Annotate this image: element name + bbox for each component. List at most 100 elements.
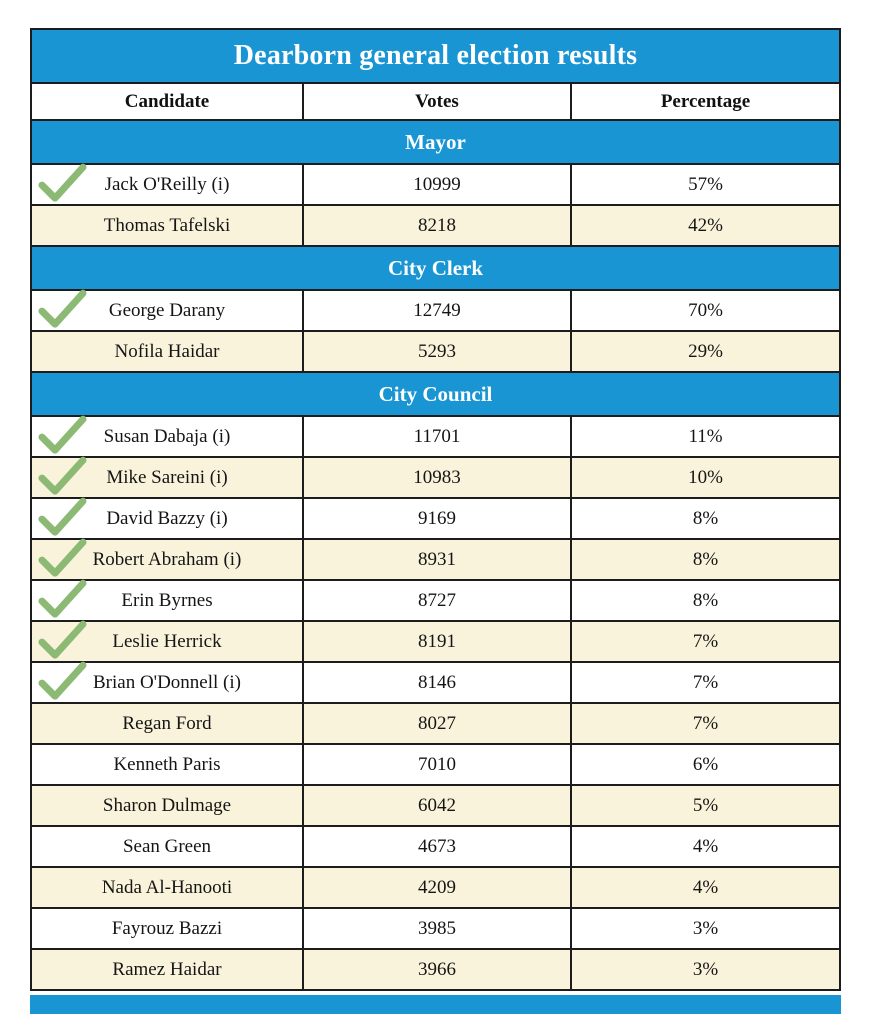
winner-check-icon — [38, 163, 87, 205]
table-row: Regan Ford 8027 7% — [32, 702, 839, 743]
candidate-name: Regan Ford — [122, 712, 212, 734]
winner-check-icon — [38, 289, 87, 331]
candidate-name: Jack O'Reilly (i) — [104, 173, 230, 195]
winner-check-icon — [38, 497, 87, 539]
percentage-cell: 6% — [692, 753, 719, 775]
section-header-city-clerk: City Clerk — [32, 245, 839, 289]
table-row: Fayrouz Bazzi 3985 3% — [32, 907, 839, 948]
table-row: Leslie Herrick 8191 7% — [32, 620, 839, 661]
votes-cell: 11701 — [302, 417, 572, 456]
winner-check-icon — [38, 661, 87, 703]
percentage-cell: 7% — [692, 671, 719, 693]
winner-check-icon — [38, 579, 87, 621]
votes-cell: 9169 — [302, 499, 572, 538]
winner-check-icon — [38, 456, 87, 498]
votes-cell: 8931 — [302, 540, 572, 579]
candidate-name: Ramez Haidar — [112, 958, 222, 980]
votes-cell: 4209 — [302, 868, 572, 907]
candidate-cell: Sharon Dulmage — [32, 786, 302, 825]
candidate-name: Thomas Tafelski — [103, 214, 231, 236]
candidate-name: George Darany — [108, 299, 226, 321]
candidate-cell: Erin Byrnes — [32, 579, 302, 621]
votes-cell: 10999 — [302, 165, 572, 204]
table-row: Brian O'Donnell (i) 8146 7% — [32, 661, 839, 702]
votes-cell: 6042 — [302, 786, 572, 825]
winner-check-icon — [38, 415, 87, 457]
table-row: Sean Green 4673 4% — [32, 825, 839, 866]
votes-cell: 3985 — [302, 909, 572, 948]
votes-cell: 7010 — [302, 745, 572, 784]
candidate-cell: Sean Green — [32, 827, 302, 866]
winner-check-icon — [38, 620, 87, 662]
candidate-cell: Brian O'Donnell (i) — [32, 661, 302, 703]
votes-cell: 8146 — [302, 663, 572, 702]
candidate-cell: Regan Ford — [32, 704, 302, 743]
table-footer-bar — [30, 995, 841, 1014]
candidate-name: Fayrouz Bazzi — [111, 917, 223, 939]
table-title-band: Dearborn general election results — [32, 30, 839, 82]
percentage-cell: 5% — [692, 794, 719, 816]
candidate-cell: Fayrouz Bazzi — [32, 909, 302, 948]
votes-cell: 8727 — [302, 581, 572, 620]
section-header-mayor: Mayor — [32, 119, 839, 163]
candidate-cell: David Bazzy (i) — [32, 497, 302, 539]
candidate-name: Brian O'Donnell (i) — [92, 671, 241, 693]
candidate-cell: George Darany — [32, 289, 302, 331]
table-title: Dearborn general election results — [233, 40, 638, 71]
table-row: Nada Al-Hanooti 4209 4% — [32, 866, 839, 907]
candidate-cell: Leslie Herrick — [32, 620, 302, 662]
percentage-cell: 3% — [692, 958, 719, 980]
candidate-cell: Robert Abraham (i) — [32, 538, 302, 580]
table-row: Ramez Haidar 3966 3% — [32, 948, 839, 989]
candidate-cell: Thomas Tafelski — [32, 206, 302, 245]
percentage-cell: 8% — [692, 589, 719, 611]
votes-cell: 12749 — [302, 291, 572, 330]
table-row: Mike Sareini (i) 10983 10% — [32, 456, 839, 497]
table-row: Robert Abraham (i) 8931 8% — [32, 538, 839, 579]
candidate-name: Sharon Dulmage — [102, 794, 232, 816]
candidate-name: Sean Green — [122, 835, 212, 857]
candidate-cell: Mike Sareini (i) — [32, 456, 302, 498]
percentage-cell: 8% — [692, 548, 719, 570]
votes-cell: 10983 — [302, 458, 572, 497]
table-row: Nofila Haidar 5293 29% — [32, 330, 839, 371]
table-row: David Bazzy (i) 9169 8% — [32, 497, 839, 538]
votes-cell: 5293 — [302, 332, 572, 371]
candidate-name: Nada Al-Hanooti — [101, 876, 233, 898]
table-row: Erin Byrnes 8727 8% — [32, 579, 839, 620]
candidate-cell: Jack O'Reilly (i) — [32, 163, 302, 205]
percentage-cell: 42% — [688, 214, 723, 236]
votes-cell: 8027 — [302, 704, 572, 743]
candidate-name: Nofila Haidar — [114, 340, 220, 362]
candidate-cell: Nofila Haidar — [32, 332, 302, 371]
candidate-name: Erin Byrnes — [121, 589, 213, 611]
column-header-percentage: Percentage — [660, 90, 751, 112]
section-header-city-council: City Council — [32, 371, 839, 415]
candidate-cell: Kenneth Paris — [32, 745, 302, 784]
results-table: Dearborn general election results Candid… — [30, 28, 841, 991]
column-header-votes: Votes — [302, 84, 572, 119]
winner-check-icon — [38, 538, 87, 580]
votes-cell: 8191 — [302, 622, 572, 661]
votes-cell: 8218 — [302, 206, 572, 245]
candidate-name: Mike Sareini (i) — [106, 466, 228, 488]
percentage-cell: 70% — [688, 299, 723, 321]
votes-cell: 4673 — [302, 827, 572, 866]
percentage-cell: 4% — [692, 876, 719, 898]
candidate-name: Leslie Herrick — [112, 630, 222, 652]
percentage-cell: 4% — [692, 835, 719, 857]
percentage-cell: 7% — [692, 712, 719, 734]
table-row: Kenneth Paris 7010 6% — [32, 743, 839, 784]
candidate-name: David Bazzy (i) — [106, 507, 228, 529]
table-row: Sharon Dulmage 6042 5% — [32, 784, 839, 825]
votes-cell: 3966 — [302, 950, 572, 989]
table-row: Jack O'Reilly (i) 10999 57% — [32, 163, 839, 204]
percentage-cell: 57% — [688, 173, 723, 195]
candidate-cell: Ramez Haidar — [32, 950, 302, 989]
candidate-cell: Susan Dabaja (i) — [32, 415, 302, 457]
percentage-cell: 10% — [688, 466, 723, 488]
table-row: Susan Dabaja (i) 11701 11% — [32, 415, 839, 456]
candidate-cell: Nada Al-Hanooti — [32, 868, 302, 907]
percentage-cell: 3% — [692, 917, 719, 939]
